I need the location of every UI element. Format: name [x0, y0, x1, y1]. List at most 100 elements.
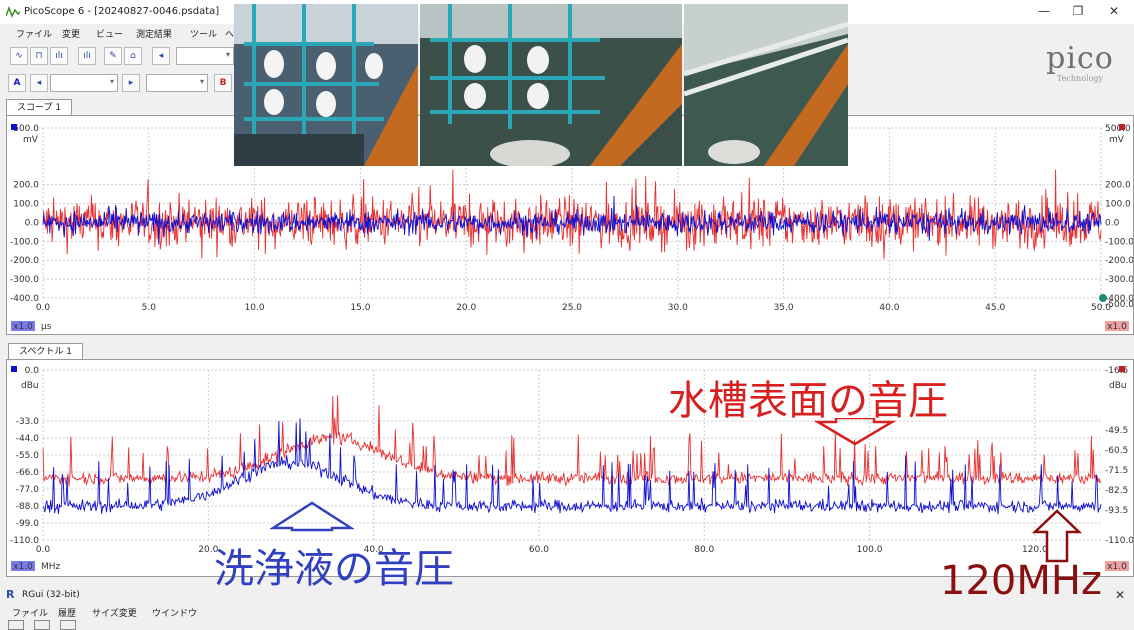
- restore-button[interactable]: ❐: [1072, 4, 1084, 18]
- spectrum-y-tick-right: -16.5: [1105, 366, 1128, 376]
- spectrum-zoom-badge-right[interactable]: [1105, 561, 1129, 571]
- rgui-menu-window[interactable]: ウインドウ: [152, 609, 198, 619]
- spectrum-x-tick: 100.0: [857, 545, 883, 555]
- channel-a-prev-icon[interactable]: ◂: [30, 74, 48, 92]
- spectrum-mode-icon[interactable]: ılı: [50, 47, 68, 65]
- spectrum-y-tick-left: -77.0: [16, 485, 40, 495]
- scope-y-tick-left: -400.0: [10, 294, 39, 304]
- scope-x-tick: 45.0: [985, 303, 1005, 313]
- scope-y-tick-left: -100.0: [10, 237, 39, 247]
- scope-x-tick: 25.0: [562, 303, 582, 313]
- scope-y-tick-right: -500.0: [1105, 300, 1133, 310]
- tab-spectrum-1[interactable]: スペクトル 1: [8, 343, 83, 360]
- picoscope-app-icon: [6, 6, 20, 18]
- probe-icon[interactable]: ✎: [104, 47, 122, 65]
- scope-y-tick-right: 0.0: [1105, 218, 1120, 228]
- channel-a-button[interactable]: A: [8, 74, 26, 92]
- channel-a-range-select[interactable]: ▾: [50, 74, 118, 92]
- spectrum-y-tick-left: -110.0: [10, 536, 39, 546]
- scope-y-tick-right: 200.0: [1105, 181, 1131, 191]
- tank-photo-3: [684, 4, 848, 166]
- scope-x-unit: μs: [41, 322, 52, 332]
- menu-edit[interactable]: 変更: [62, 30, 81, 40]
- home-icon[interactable]: ⌂: [124, 47, 142, 65]
- scope-mode-icon[interactable]: ∿: [10, 47, 28, 65]
- spectrum-y-tick-left: -66.0: [16, 468, 40, 478]
- spectrum-view-icon[interactable]: ılı: [78, 47, 96, 65]
- channel-a-next-icon[interactable]: ▸: [122, 74, 140, 92]
- menu-view[interactable]: ビュー: [96, 30, 124, 40]
- timebase-select[interactable]: ▾: [176, 47, 234, 65]
- rgui-close-button[interactable]: ✕: [1114, 588, 1126, 602]
- spectrum-y-tick-right: -71.5: [1105, 466, 1128, 476]
- rgui-menu-history[interactable]: 履歴: [58, 609, 77, 619]
- scope-x-tick: 30.0: [668, 303, 688, 313]
- rgui-tool-button[interactable]: [60, 620, 76, 630]
- spectrum-series-A: [42, 418, 1102, 515]
- spectrum-x-tick: 80.0: [694, 545, 714, 555]
- spectrum-y-tick-left: -33.0: [16, 417, 40, 427]
- spectrum-x-unit: MHz: [41, 562, 61, 572]
- scope-y-tick-right: -100.0: [1105, 237, 1133, 247]
- scope-y-tick-left: -200.0: [10, 256, 39, 266]
- scope-series-B: [42, 169, 1102, 259]
- spectrum-y-tick-right: -60.5: [1105, 446, 1128, 456]
- scope-x-tick: 0.0: [36, 303, 51, 313]
- channel-a-coupling-select[interactable]: ▾: [146, 74, 208, 92]
- spectrum-channel-b-marker[interactable]: [1119, 366, 1125, 372]
- scope-x-tick: 50.0: [1091, 303, 1111, 313]
- menu-measurements[interactable]: 測定結果: [136, 30, 173, 40]
- rgui-tool-button[interactable]: [8, 620, 24, 630]
- spectrum-y-tick-right: -93.5: [1105, 506, 1128, 516]
- menu-tools[interactable]: ツール: [190, 30, 218, 40]
- menu-file[interactable]: ファイル: [16, 30, 53, 40]
- spectrum-y-tick-left: -55.0: [16, 451, 40, 461]
- scope-x-tick: 5.0: [142, 303, 157, 313]
- scope-series-A: [42, 195, 1102, 245]
- scope-x-tick: 35.0: [774, 303, 794, 313]
- spectrum-y-tick-left: -44.0: [16, 434, 40, 444]
- spectrum-zoom-right-label: x1.0: [1107, 562, 1127, 572]
- spectrum-channel-a-marker[interactable]: [11, 366, 17, 372]
- scope-zoom-badge-right[interactable]: [1105, 321, 1129, 331]
- scope-y-tick-right: -200.0: [1105, 256, 1133, 266]
- scope-unit-left: mV: [23, 135, 39, 145]
- rgui-tool-button[interactable]: [34, 620, 50, 630]
- up-arrow-cleaning: [270, 501, 354, 532]
- trigger-marker[interactable]: [1099, 294, 1107, 302]
- spectrum-y-tick-right: -49.5: [1105, 426, 1128, 436]
- logo-subtext: Technology: [1056, 74, 1104, 83]
- scope-y-tick-left: -300.0: [10, 275, 39, 285]
- scope-zoom-right-label: x1.0: [1107, 322, 1127, 332]
- scope-zoom-badge[interactable]: [11, 321, 35, 331]
- scope-x-tick: 20.0: [456, 303, 476, 313]
- scope-x-tick: 10.0: [245, 303, 265, 313]
- annotation-surface-pressure: 水槽表面の音圧: [668, 378, 948, 424]
- spectrum-y-tick-left: 0.0: [25, 366, 40, 376]
- scope-y-tick-right: -300.0: [1105, 275, 1133, 285]
- spectrum-unit-right: dBu: [1109, 381, 1127, 391]
- scope-y-tick-left: 0.0: [25, 218, 40, 228]
- channel-b-marker[interactable]: [1119, 124, 1125, 130]
- rgui-menu-resize[interactable]: サイズ変更: [92, 609, 137, 619]
- channel-a-marker[interactable]: [11, 124, 17, 130]
- scope-x-tick: 40.0: [879, 303, 899, 313]
- annotation-120mhz: 120MHz: [940, 558, 1102, 604]
- down-arrow-surface: [814, 418, 896, 446]
- spectrum-x-tick: 20.0: [198, 545, 218, 555]
- spectrum-x-tick: 120.0: [1022, 545, 1048, 555]
- scope-zoom-label: x1.0: [13, 322, 33, 332]
- menu-help[interactable]: ヘ: [225, 30, 235, 40]
- spectrum-series-B: [42, 395, 1102, 487]
- channel-b-button[interactable]: B: [214, 74, 232, 92]
- minimize-button[interactable]: —: [1038, 4, 1050, 18]
- rgui-menu-file[interactable]: ファイル: [12, 609, 49, 619]
- prev-arrow-icon[interactable]: ◂: [152, 47, 170, 65]
- scope-chart: 0.0 5.0 10.0 15.0 20.0 25.0 30.0 35.0 40.0 45.0 50…: [10, 124, 1134, 332]
- persistence-mode-icon[interactable]: ⊓: [30, 47, 48, 65]
- spectrum-y-tick-right: -110.0: [1105, 536, 1133, 546]
- tab-scope-1[interactable]: スコープ 1: [6, 99, 73, 116]
- spectrum-zoom-badge[interactable]: [11, 561, 35, 571]
- pico-logo: pico Technology: [1032, 44, 1128, 94]
- close-button[interactable]: ✕: [1108, 4, 1120, 18]
